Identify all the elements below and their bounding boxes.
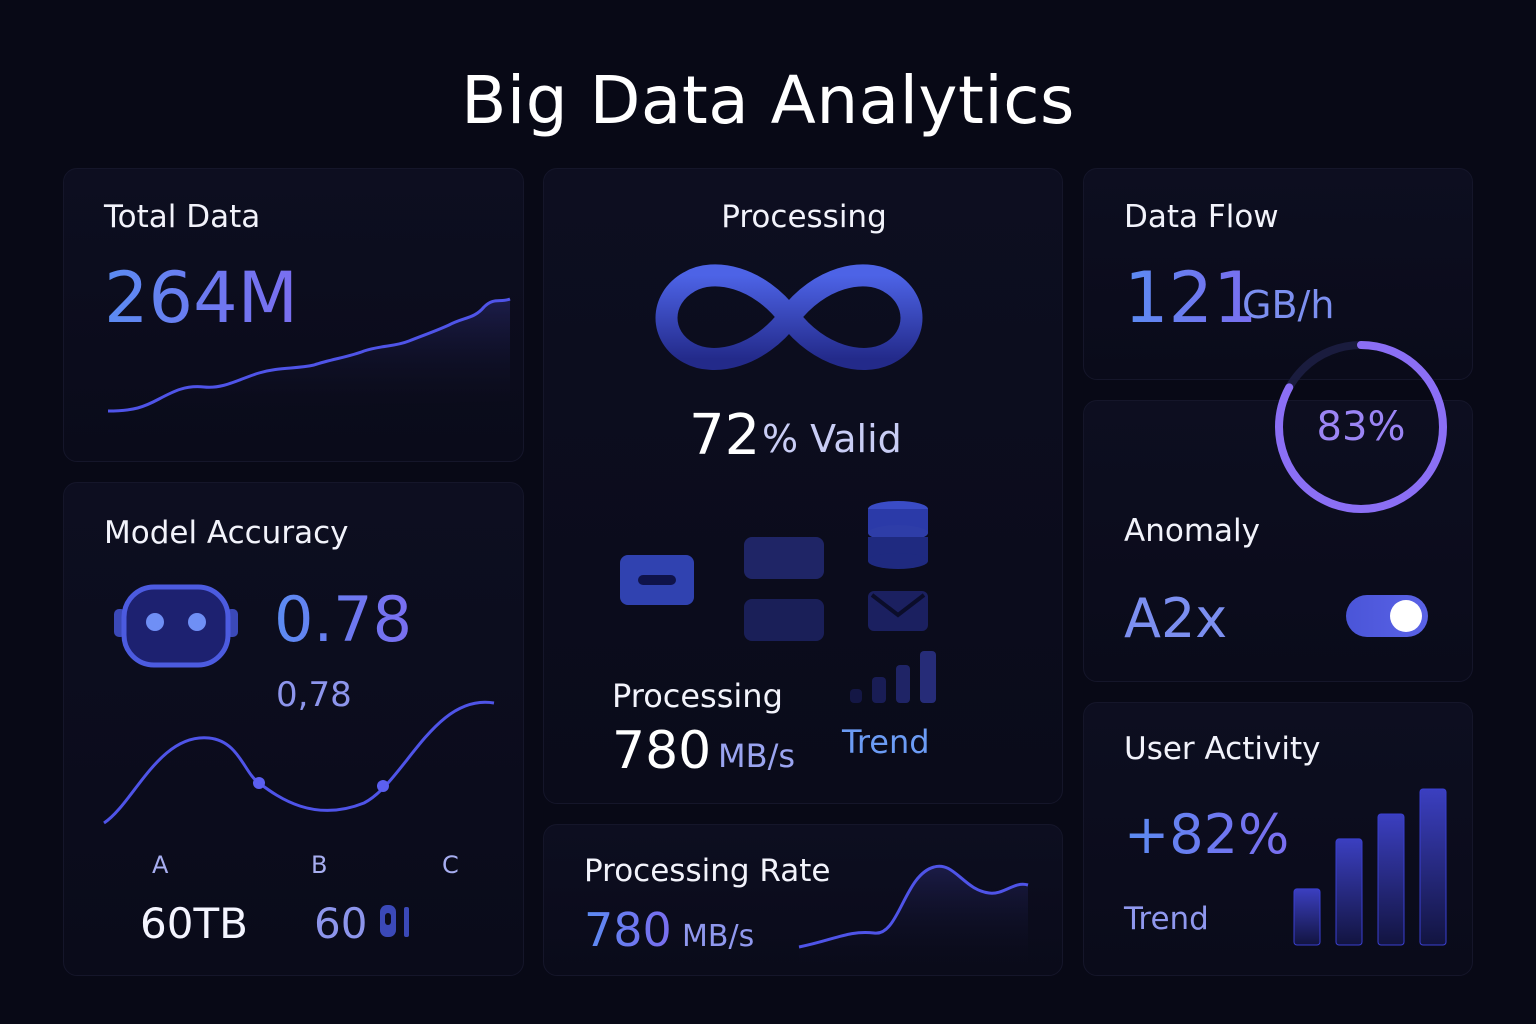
model-accuracy-label: Model Accuracy xyxy=(104,515,349,551)
user-activity-card: User Activity +82% Trend xyxy=(1083,702,1473,976)
user-activity-value: +82% xyxy=(1124,803,1290,866)
anomaly-value: A2x xyxy=(1124,587,1228,650)
anomaly-toggle-switch[interactable] xyxy=(1346,595,1428,637)
user-activity-bar xyxy=(1419,788,1447,946)
total-data-label: Total Data xyxy=(104,199,261,235)
total-data-value: 264M xyxy=(104,257,299,339)
processing-rate-card-value: 780 xyxy=(584,903,672,957)
point-label-c: C xyxy=(442,851,459,879)
storage-stat-value: 60TB xyxy=(140,899,248,948)
processing-rate-card-unit: MB/s xyxy=(682,919,755,954)
user-activity-label: User Activity xyxy=(1124,731,1321,767)
data-flow-value: 121 xyxy=(1124,257,1258,339)
processing-trend-label: Trend xyxy=(842,723,930,761)
curve-point-b xyxy=(377,780,389,792)
page-title: Big Data Analytics xyxy=(461,62,1075,139)
total-data-card: Total Data 264M xyxy=(63,168,524,462)
robot-icon xyxy=(114,584,238,668)
data-flow-card: Data Flow 121 GB/h xyxy=(1083,168,1473,380)
processing-rate-label: Processing xyxy=(612,677,783,715)
point-label-b: B xyxy=(311,851,328,879)
total-data-sparkline xyxy=(107,297,511,413)
processing-rate-card: Processing Rate 780 MB/s xyxy=(543,824,1063,976)
processing-label: Processing xyxy=(721,199,887,235)
data-flow-label: Data Flow xyxy=(1124,199,1279,235)
processing-rate-card-label: Processing Rate xyxy=(584,853,831,889)
anomaly-label: Anomaly xyxy=(1124,513,1260,549)
toggle-knob xyxy=(1390,600,1422,632)
user-activity-bars xyxy=(1293,788,1447,946)
point-label-a: A xyxy=(152,851,169,879)
anomaly-card: Anomaly A2x xyxy=(1083,400,1473,682)
user-activity-bar xyxy=(1335,838,1363,946)
curve-point-a xyxy=(253,777,265,789)
user-activity-trend-label: Trend xyxy=(1124,901,1209,937)
processing-rate-unit: MB/s xyxy=(718,737,796,775)
data-flow-gauge-text: 83% xyxy=(1316,404,1406,450)
accuracy-curve xyxy=(103,700,495,825)
model-accuracy-card: Model Accuracy 0.78 0,78 A B C 60TB 60 xyxy=(63,482,524,976)
processing-card: Processing 72 % Valid Processing 780 MB/… xyxy=(543,168,1063,804)
signal-bars-icon xyxy=(850,651,936,703)
processing-rate-value: 780 xyxy=(612,721,712,781)
data-flow-unit: GB/h xyxy=(1242,283,1335,327)
storage-stat-secondary: 60 xyxy=(314,899,368,948)
model-accuracy-sub-value: 0,78 xyxy=(276,675,352,715)
small-lock-icon xyxy=(380,905,409,937)
processing-rate-sparkline xyxy=(798,864,1029,965)
model-accuracy-value: 0.78 xyxy=(274,583,413,656)
user-activity-bar xyxy=(1377,813,1405,946)
data-flow-gauge xyxy=(1275,341,1447,513)
infinity-icon xyxy=(655,264,923,370)
user-activity-bar xyxy=(1293,888,1321,946)
storage-blocks-icon xyxy=(620,501,928,641)
valid-unit: % Valid xyxy=(762,417,902,461)
valid-value: 72 xyxy=(689,403,761,468)
